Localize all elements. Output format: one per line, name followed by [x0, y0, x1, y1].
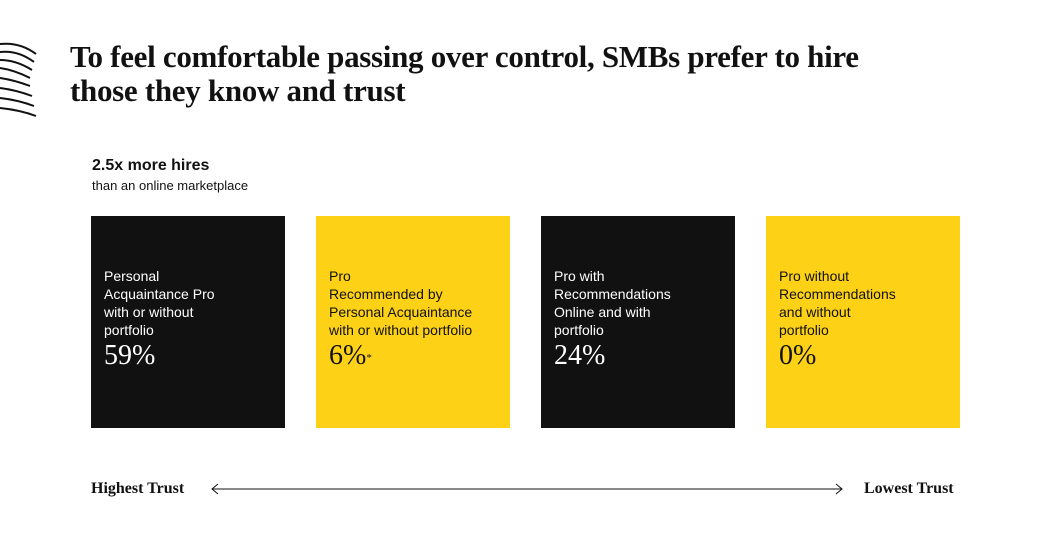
- callout-headline: 2.5x more hires: [92, 157, 210, 174]
- card-no-recommendations: Pro without Recommendations and without …: [766, 216, 960, 428]
- card-label: Pro without Recommendations and without …: [779, 268, 896, 338]
- footnote-marker: *: [366, 352, 372, 364]
- card-recommended-by-acquaintance: Pro Recommended by Personal Acquaintance…: [316, 216, 510, 428]
- brand-pattern-icon: [0, 42, 37, 117]
- card-personal-acquaintance: Personal Acquaintance Pro with or withou…: [91, 216, 285, 428]
- card-online-recommendations: Pro with Recommendations Online and with…: [541, 216, 735, 428]
- callout-subtext: than an online marketplace: [92, 178, 249, 193]
- card-label: Pro with Recommendations Online and with…: [554, 268, 671, 338]
- page-title: To feel comfortable passing over control…: [70, 39, 859, 108]
- card-value: 59%: [104, 340, 156, 371]
- card-value: 6%*: [329, 340, 372, 371]
- card-label: Personal Acquaintance Pro with or withou…: [104, 268, 215, 338]
- card-label: Pro Recommended by Personal Acquaintance…: [329, 268, 473, 338]
- hires-callout: 2.5x more hires than an online marketpla…: [92, 156, 248, 195]
- lowest-trust-label: Lowest Trust: [864, 480, 954, 497]
- trust-scale-arrow-icon: [211, 483, 843, 495]
- card-value: 24%: [554, 340, 606, 371]
- highest-trust-label: Highest Trust: [91, 480, 185, 497]
- card-value: 0%: [779, 340, 817, 371]
